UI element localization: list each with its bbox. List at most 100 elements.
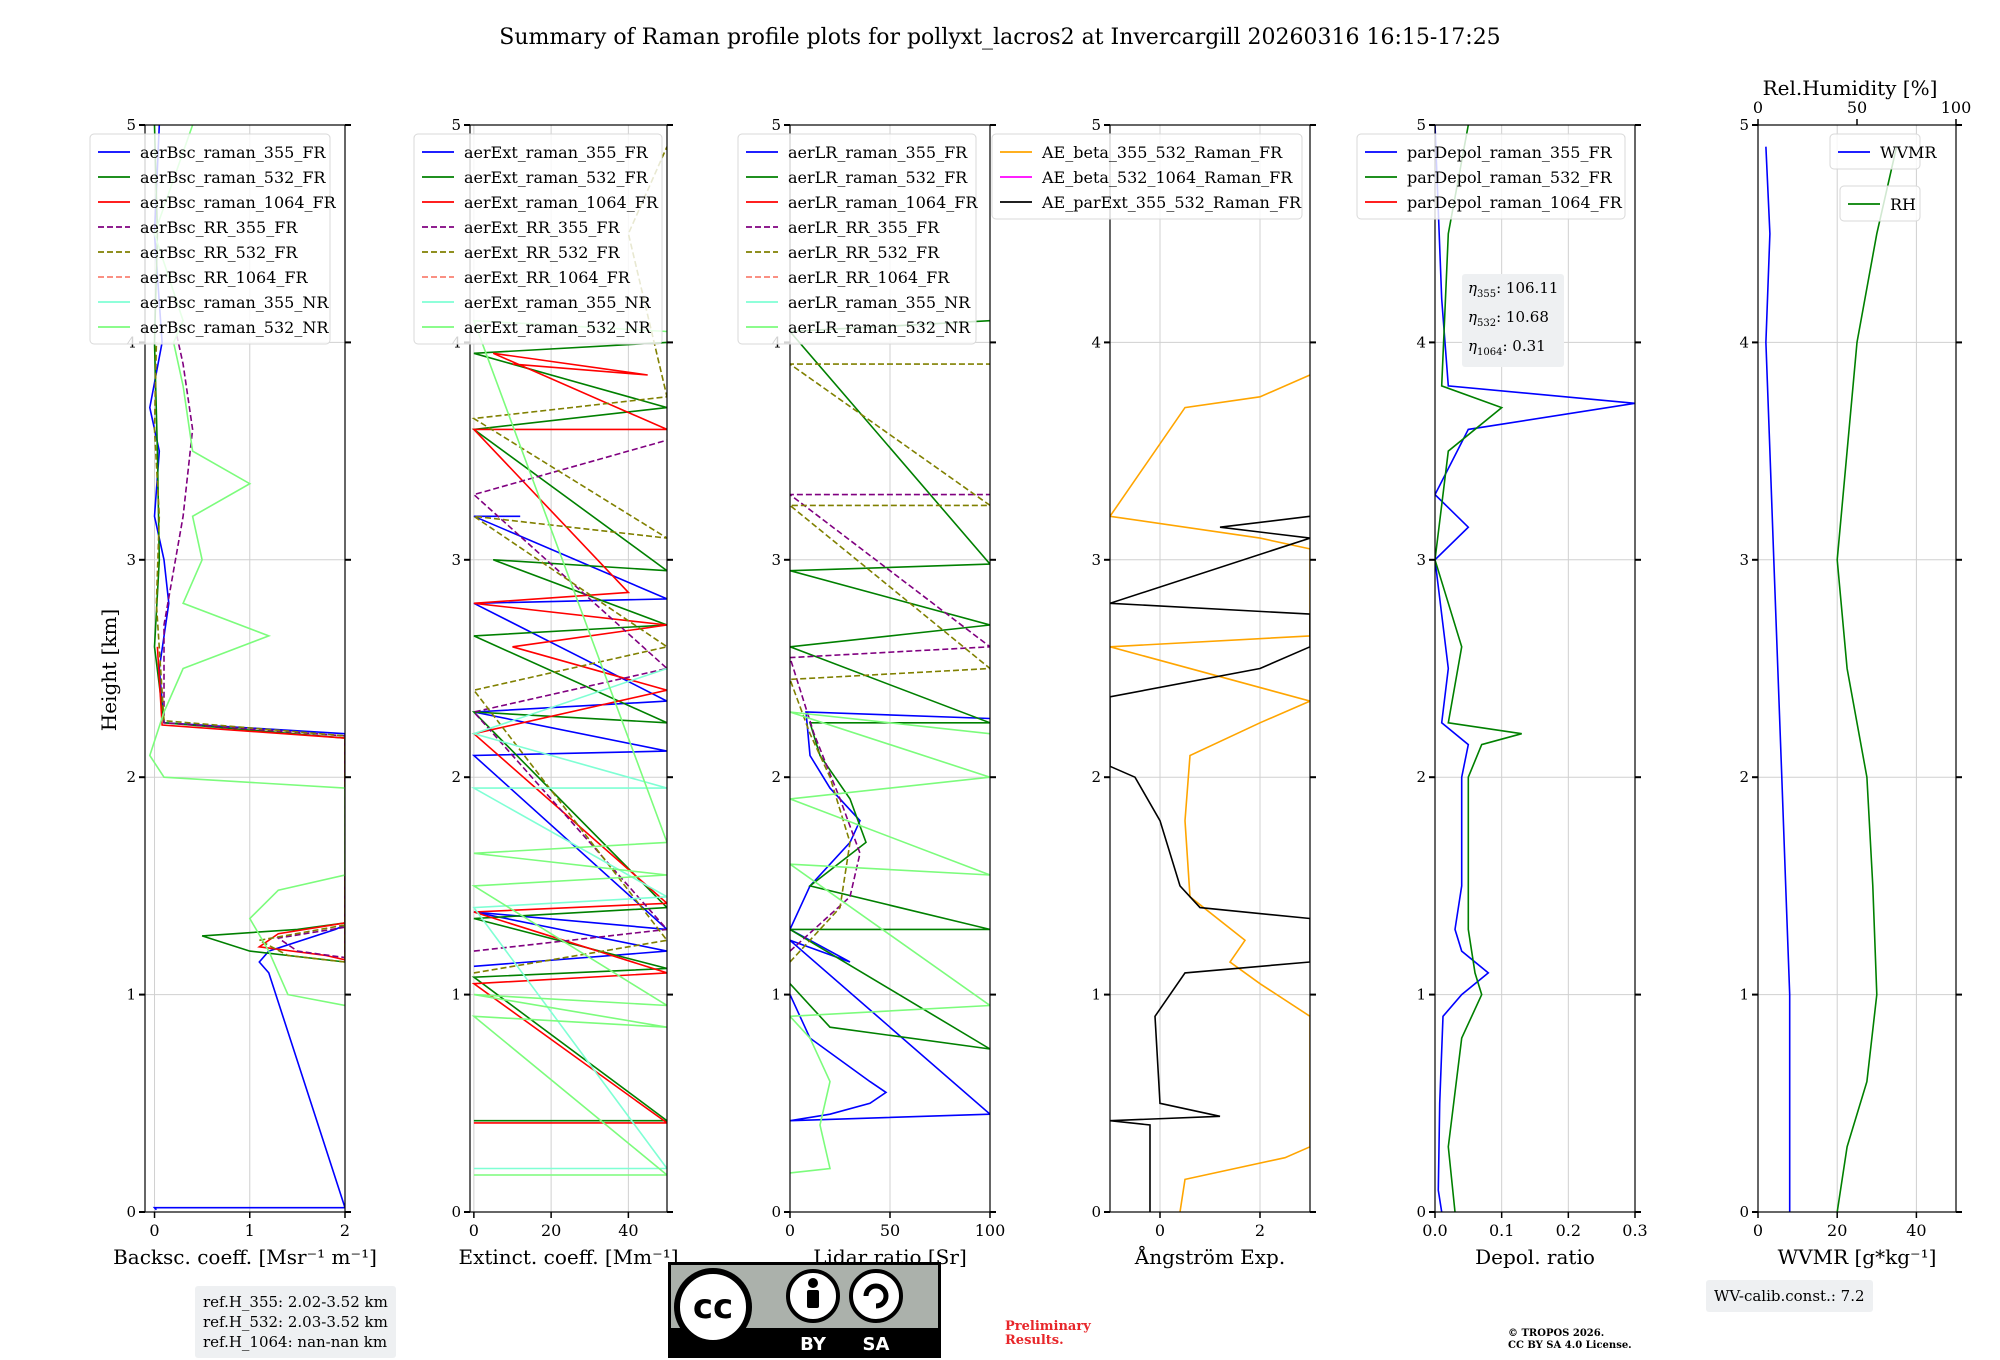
legend-label: aerLR_RR_1064_FR (788, 268, 950, 287)
series-line-parDepol_raman_532_FR (1435, 125, 1522, 1212)
copyright-line-1: © TROPOS 2026. (1508, 1328, 1605, 1339)
panel-frame (1109, 124, 1311, 1213)
legend-box (89, 133, 331, 345)
series-group-ext (470, 146, 667, 1176)
x-tick-label: 0 (1155, 1221, 1165, 1240)
legend-label: aerLR_raman_355_NR (788, 293, 971, 312)
y-tick-label: 1 (126, 986, 136, 1004)
series-line-aerExt_raman_532_FR (471, 341, 667, 1122)
eta-532: η532: 10.68 (1468, 308, 1549, 329)
x-axis-label-ext: Extinct. coeff. [Mm⁻¹] (458, 1245, 678, 1269)
y-tick-label: 1 (1416, 986, 1426, 1004)
panel-frame (144, 124, 346, 1213)
y-tick-label: 1 (451, 986, 461, 1004)
sa-arrow-icon (863, 1283, 889, 1309)
series-line-aerExt_RR_355_FR (472, 439, 667, 952)
series-line-RH (1836, 146, 1898, 1212)
y-tick-label: 3 (1416, 551, 1426, 569)
x-tick-label: 0 (1753, 1221, 1763, 1240)
y-tick-label: 5 (451, 116, 461, 134)
y-axis-label: Height [km] (97, 609, 121, 731)
legend-label: aerExt_raman_532_FR (464, 168, 649, 187)
series-line-aerBsc_raman_1064_FR (156, 646, 345, 961)
series-line-aerBsc_RR_355_FR (163, 320, 345, 959)
legend-label: RH (1890, 195, 1916, 214)
y-tick-label: 5 (1091, 116, 1101, 134)
by-person-head-icon (808, 1278, 818, 1288)
y-tick-label: 2 (1091, 768, 1101, 786)
x-tick-label: 20 (541, 1221, 561, 1240)
legend-box (991, 133, 1303, 220)
legend-label: aerBsc_raman_355_NR (140, 293, 329, 312)
legend-box (413, 133, 663, 345)
rh-tick-label: 0 (1753, 98, 1763, 117)
copyright-line-2: CC BY SA 4.0 License. (1508, 1340, 1632, 1351)
sa-label: SA (863, 1334, 890, 1355)
y-tick-label: 3 (451, 551, 461, 569)
y-tick-label: 2 (1739, 768, 1749, 786)
y-tick-label: 3 (1739, 551, 1749, 569)
y-tick-label: 3 (126, 551, 136, 569)
panel-frame (469, 124, 668, 1213)
by-label: BY (800, 1334, 827, 1355)
legend-label: aerLR_raman_532_FR (788, 168, 968, 187)
legend-label: parDepol_raman_1064_FR (1407, 193, 1623, 212)
legend-label: aerExt_RR_532_FR (464, 243, 621, 262)
series-line-aerBsc_RR_532_FR (153, 342, 345, 963)
series-line-aerLR_RR_355_FR (790, 493, 990, 952)
ref-height-532: ref.H_532: 2.03-3.52 km (203, 1313, 388, 1331)
legend-label: AE_beta_355_532_Raman_FR (1041, 143, 1283, 162)
legend-label: aerLR_RR_355_FR (788, 218, 940, 237)
series-line-aerLR_RR_532_FR (790, 363, 990, 963)
series-line-aerExt_raman_355_FR (471, 515, 667, 968)
rh-tick-label: 50 (1847, 98, 1867, 117)
y-tick-label: 5 (126, 116, 136, 134)
y-tick-label: 2 (451, 768, 461, 786)
legend-label: aerLR_raman_1064_FR (788, 193, 978, 212)
x-tick-label: 0.1 (1489, 1221, 1514, 1240)
series-group-dep (1435, 125, 1635, 1212)
x-tick-label: 40 (1906, 1221, 1926, 1240)
eta-1064: η1064: 0.31 (1468, 337, 1546, 358)
series-line-AE_parExt_355_532_Raman_FR (1110, 515, 1310, 1212)
legend-ae: AE_beta_355_532_Raman_FR AE_beta_532_1064… (991, 133, 1303, 220)
series-group-lr (790, 319, 990, 1174)
legend-wv: WVMR (1829, 133, 1937, 170)
legend-label: aerBsc_RR_1064_FR (140, 268, 309, 287)
series-line-aerBsc_raman_532_NR (148, 125, 345, 1007)
x-tick-label: 20 (1827, 1221, 1847, 1240)
y-tick-label: 5 (771, 116, 781, 134)
reference-height-box: ref.H_355: 2.02-3.52 km ref.H_532: 2.03-… (195, 1286, 396, 1358)
legend-label: aerLR_raman_532_NR (788, 318, 971, 337)
y-tick-label: 2 (1416, 768, 1426, 786)
panel-ext: 01234502040Extinct. coeff. [Mm⁻¹] (451, 116, 678, 1269)
legend-label: aerBsc_raman_532_NR (140, 318, 329, 337)
legend-label: aerExt_raman_355_FR (464, 143, 649, 162)
series-line-aerExt_raman_355_NR (470, 667, 667, 1170)
legend-label: aerExt_RR_1064_FR (464, 268, 631, 287)
copyright-note: © TROPOS 2026. CC BY SA 4.0 License. (1508, 1328, 1632, 1352)
series-line-aerLR_raman_532_NR (790, 711, 990, 1174)
x-tick-label: 1 (245, 1221, 255, 1240)
y-tick-label: 4 (1091, 333, 1101, 351)
legend-label: aerBsc_RR_355_FR (140, 218, 298, 237)
x-axis-label-ae: Ångström Exp. (1134, 1244, 1285, 1269)
series-group-wv (1765, 146, 1898, 1212)
series-line-WVMR (1765, 146, 1791, 1212)
x-axis-label-wv: WVMR [g*kg⁻¹] (1778, 1245, 1937, 1269)
series-line-parDepol_raman_355_FR (1435, 125, 1635, 1212)
y-tick-label: 2 (771, 768, 781, 786)
series-line-AE_beta_355_532_Raman_FR (1110, 374, 1310, 1212)
legend-box (1829, 133, 1921, 170)
series-line-aerLR_raman_532_FR (790, 319, 990, 1050)
series-group-ae (1110, 374, 1310, 1212)
y-tick-label: 0 (1091, 1203, 1101, 1221)
panel-ae: 0 1 2 3 4 5 0 2 Ångström Exp. (1091, 116, 1316, 1269)
panel-dep: 0 1 2 3 4 5 0.0 0.1 0.2 0.3 Depol. ratio (1416, 116, 1647, 1269)
sa-share-alike-icon (849, 1269, 903, 1323)
y-tick-label: 1 (771, 986, 781, 1004)
rh-tick-label: 100 (1941, 98, 1972, 117)
series-line-aerLR_raman_355_FR (790, 711, 990, 1122)
legend-ext: aerExt_raman_355_FR aerExt_raman_532_FRae… (413, 133, 663, 345)
